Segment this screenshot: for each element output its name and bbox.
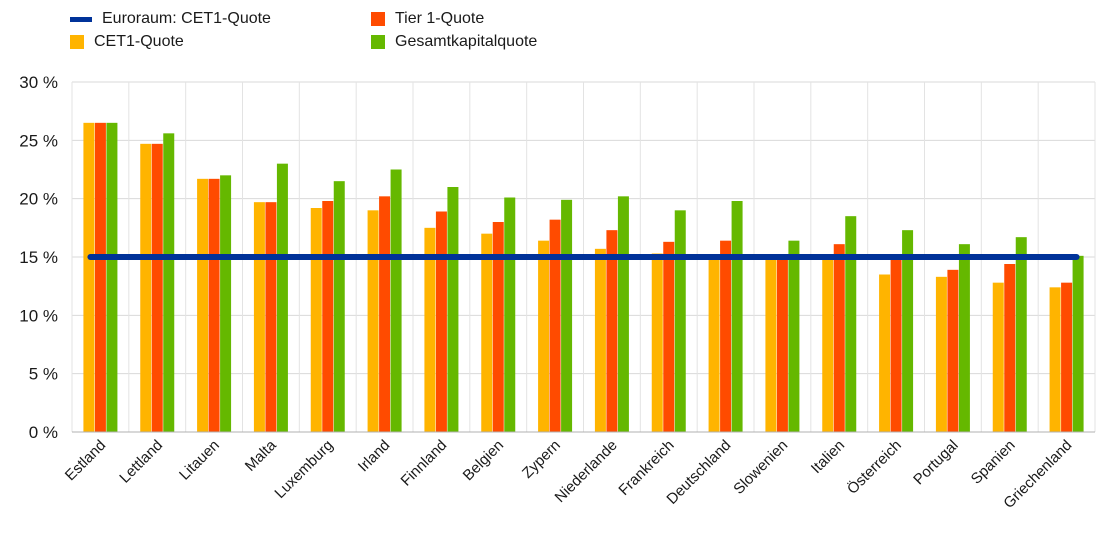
bar-gesamtkapitalquote [390, 169, 402, 432]
bar-tier-1-quote [151, 143, 163, 433]
bar-cet1-quote [822, 257, 834, 432]
bar-gesamtkapitalquote [845, 216, 857, 432]
legend-label: CET1-Quote [94, 33, 184, 50]
y-tick-label: 25 % [19, 131, 58, 150]
bar-tier-1-quote [549, 219, 561, 432]
bar-tier-1-quote [379, 196, 391, 432]
legend-label: Gesamtkapitalquote [395, 33, 538, 50]
legend-item-cet1: CET1-Quote [70, 33, 184, 51]
bar-cet1-quote [253, 202, 265, 432]
legend-swatch [371, 35, 385, 49]
bar-gesamtkapitalquote [333, 181, 345, 432]
bar-gesamtkapitalquote [1015, 237, 1027, 432]
x-tick-label: Belgien [460, 437, 507, 484]
bar-cet1-quote [1049, 287, 1061, 432]
bar-cet1-quote [83, 122, 95, 432]
bar-tier-1-quote [492, 222, 504, 432]
bar-tier-1-quote [606, 230, 618, 432]
bar-cet1-quote [651, 253, 663, 432]
y-tick-label: 0 % [29, 423, 58, 442]
bar-tier-1-quote [322, 201, 334, 432]
bar-tier-1-quote [265, 202, 277, 432]
x-tick-label: Malta [242, 436, 280, 474]
bar-gesamtkapitalquote [731, 201, 743, 432]
x-tick-label: Portugal [910, 437, 962, 489]
bar-gesamtkapitalquote [220, 175, 232, 433]
y-tick-label: 20 % [19, 190, 58, 209]
legend-label: Euroraum: CET1-Quote [102, 10, 271, 27]
x-tick-label: Slowenien [730, 437, 791, 498]
bar-gesamtkapitalquote [106, 122, 118, 432]
bar-gesamtkapitalquote [617, 196, 629, 432]
bar-cet1-quote [424, 227, 436, 432]
legend-item-gesamt: Gesamtkapitalquote [371, 33, 537, 51]
x-tick-label: Italien [808, 437, 848, 477]
bar-gesamtkapitalquote [163, 133, 175, 433]
bar-tier-1-quote [947, 269, 959, 432]
bar-gesamtkapitalquote [788, 240, 800, 432]
x-tick-label: Litauen [176, 437, 223, 484]
bar-cet1-quote [879, 274, 891, 432]
legend-swatch [70, 35, 84, 49]
y-tick-label: 15 % [19, 248, 58, 267]
bar-cet1-quote [310, 208, 322, 432]
bar-gesamtkapitalquote [561, 199, 573, 432]
bar-cet1-quote [140, 143, 152, 433]
legend-swatch [371, 12, 385, 26]
bar-tier-1-quote [435, 211, 447, 432]
bar-gesamtkapitalquote [958, 244, 970, 432]
bar-cet1-quote [538, 240, 550, 432]
bar-tier-1-quote [890, 259, 902, 432]
bar-cet1-quote [481, 233, 493, 432]
bar-cet1-quote [594, 248, 606, 432]
bar-tier-1-quote [833, 244, 845, 432]
bar-cet1-quote [197, 178, 209, 432]
bar-cet1-quote [708, 254, 720, 432]
bar-gesamtkapitalquote [1072, 255, 1084, 432]
bar-cet1-quote [765, 255, 777, 432]
x-tick-label: Finnland [398, 437, 451, 490]
bar-tier-1-quote [1004, 264, 1016, 432]
x-tick-label: Österreich [843, 436, 905, 498]
y-tick-label: 30 % [19, 73, 58, 92]
bar-cet1-quote [935, 276, 947, 432]
y-tick-label: 5 % [29, 365, 58, 384]
x-tick-label: Spanien [968, 437, 1019, 488]
bar-gesamtkapitalquote [902, 230, 914, 432]
x-tick-label: Zypern [519, 437, 564, 482]
legend-label: Tier 1-Quote [395, 10, 485, 27]
x-tick-label: Luxemburg [271, 437, 336, 502]
bar-cet1-quote [992, 282, 1004, 432]
bar-tier-1-quote [208, 178, 220, 432]
bar-gesamtkapitalquote [276, 163, 288, 432]
x-tick-label: Irland [355, 437, 394, 476]
y-tick-label: 10 % [19, 306, 58, 325]
bar-gesamtkapitalquote [674, 210, 686, 432]
bar-tier-1-quote [663, 241, 675, 432]
bar-cet1-quote [367, 210, 379, 432]
bar-gesamtkapitalquote [504, 197, 516, 432]
legend-item-euroraum: Euroraum: CET1-Quote [70, 10, 271, 28]
bar-tier-1-quote [1061, 282, 1073, 432]
legend-item-tier1: Tier 1-Quote [371, 10, 484, 28]
bar-tier-1-quote [94, 122, 106, 432]
bar-tier-1-quote [776, 254, 788, 432]
bar-gesamtkapitalquote [447, 187, 459, 432]
x-tick-label: Lettland [116, 437, 166, 487]
bar-tier-1-quote [720, 240, 732, 432]
x-tick-label: Estland [62, 437, 109, 484]
legend-line-swatch [70, 16, 92, 22]
